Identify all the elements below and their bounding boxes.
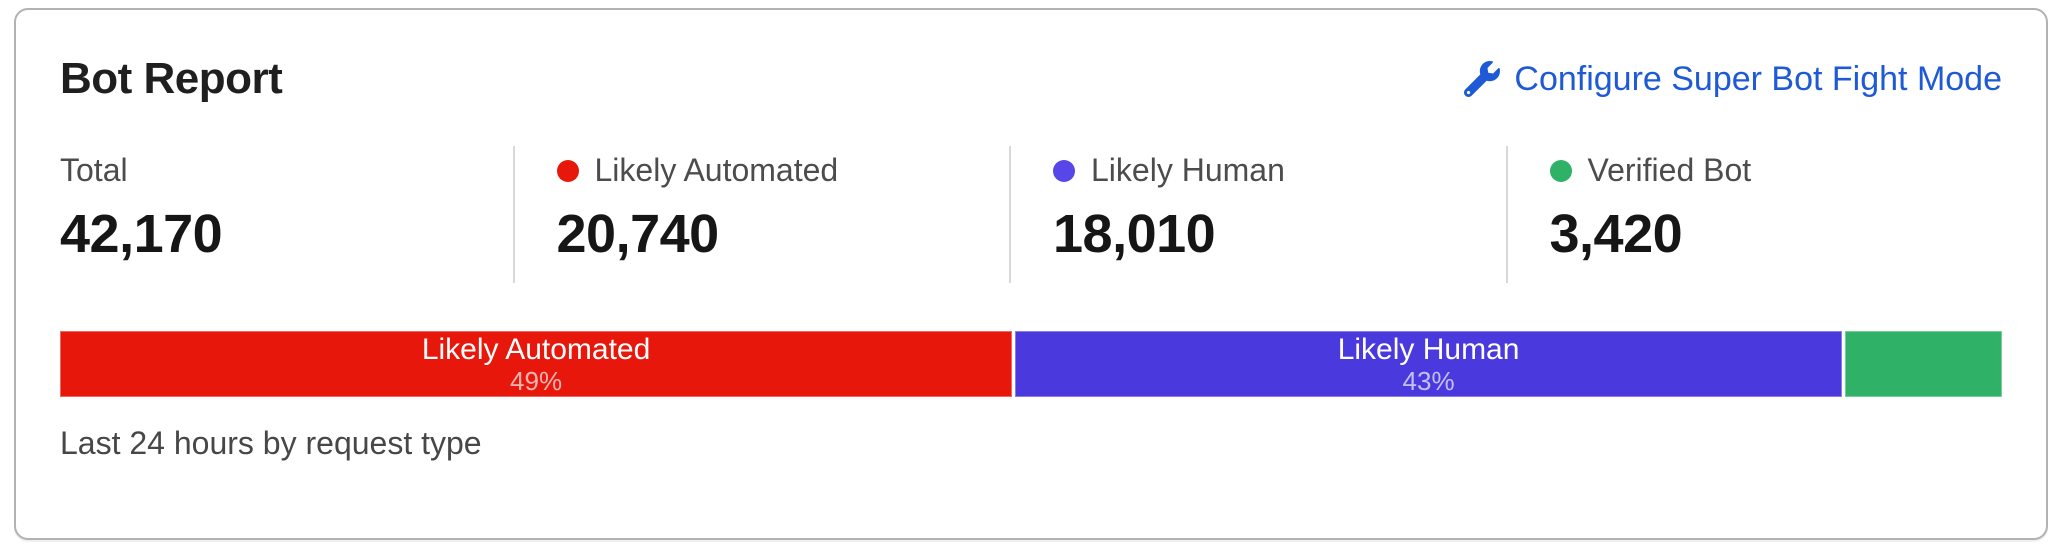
stat-verified-bot: Verified Bot 3,420: [1505, 146, 2003, 283]
stat-label: Likely Automated: [594, 152, 839, 188]
time-range-caption: Last 24 hours by request type: [60, 425, 482, 461]
bar-segment-percent: 43%: [1402, 366, 1455, 396]
stats-row: Total 42,170 Likely Automated 20,740 Likely …: [60, 146, 2002, 283]
stat-header: Likely Human: [1053, 152, 1506, 189]
bot-report-card: Bot Report Configure Super Bot Fight Mod…: [14, 8, 2048, 540]
card-header: Bot Report Configure Super Bot Fight Mod…: [60, 54, 2002, 104]
configure-super-bot-fight-mode-link[interactable]: Configure Super Bot Fight Mode: [1464, 60, 2002, 99]
verified-bot-legend-dot-icon: [1549, 159, 1572, 182]
bar-segment-label: Likely Human: [1337, 333, 1520, 366]
bar-segment-likely-human: Likely Human 43%: [1015, 331, 1842, 397]
stat-label: Likely Human: [1091, 152, 1285, 188]
stat-value: 20,740: [556, 204, 720, 264]
bar-segment-likely-automated: Likely Automated 49%: [60, 331, 1013, 397]
stacked-bar-chart: Likely Automated 49% Likely Human 43%: [60, 331, 2002, 397]
page-title: Bot Report: [60, 54, 283, 103]
stat-value: 42,170: [60, 204, 223, 264]
bar-segment-label: Likely Automated: [421, 333, 651, 366]
stat-header: Total: [60, 152, 513, 189]
stat-label: Total: [60, 152, 128, 188]
stat-value: 3,420: [1549, 204, 1683, 264]
stat-label: Verified Bot: [1587, 152, 1752, 188]
configure-link-label: Configure Super Bot Fight Mode: [1514, 59, 2002, 98]
stat-header: Likely Automated: [556, 152, 1010, 189]
stat-likely-automated: Likely Automated 20,740: [512, 146, 1010, 283]
wrench-icon: [1464, 61, 1501, 97]
likely-human-legend-dot-icon: [1053, 159, 1075, 182]
likely-automated-legend-dot-icon: [556, 159, 579, 182]
stat-likely-human: Likely Human 18,010: [1009, 146, 1506, 283]
bar-segment-percent: 49%: [510, 366, 563, 396]
stat-total: Total 42,170: [60, 146, 513, 283]
stat-header: Verified Bot: [1549, 152, 2003, 189]
stat-value: 18,010: [1053, 204, 1216, 264]
bar-segment-verified-bot: [1844, 331, 2002, 397]
